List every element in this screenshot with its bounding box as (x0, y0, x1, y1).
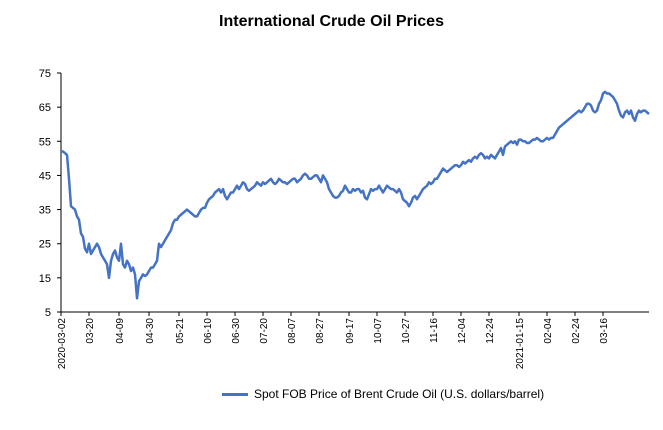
x-tick-label: 04-30 (145, 318, 156, 344)
x-tick-label: 02-04 (543, 318, 554, 344)
x-tick-label: 02-24 (571, 318, 582, 344)
x-tick-label: 07-20 (259, 318, 270, 344)
y-tick-label: 35 (39, 205, 51, 217)
chart-title: International Crude Oil Prices (219, 13, 444, 30)
x-tick-label: 08-27 (315, 318, 326, 344)
x-tick-label: 06-10 (203, 318, 214, 344)
x-tick-label: 06-30 (231, 318, 242, 344)
y-tick-label: 25 (39, 239, 51, 251)
x-tick-label: 10-07 (373, 318, 384, 344)
y-tick-label: 65 (39, 102, 51, 114)
y-tick-label: 5 (45, 307, 51, 319)
y-tick-label: 55 (39, 136, 51, 148)
x-tick-label: 11-16 (429, 318, 440, 343)
series-line (61, 90, 650, 300)
x-tick-label: 10-27 (401, 318, 412, 344)
legend-label: Spot FOB Price of Brent Crude Oil (U.S. … (254, 387, 545, 401)
x-tick-label: 09-17 (345, 318, 356, 344)
legend-swatch (222, 392, 248, 396)
x-tick-label: 08-07 (287, 318, 298, 344)
x-tick-label: 2020-03-02 (57, 318, 68, 370)
x-tick-label: 12-04 (457, 318, 468, 344)
x-tick-label: 12-24 (485, 318, 496, 344)
x-tick-label: 03-20 (85, 318, 96, 344)
x-tick-label: 04-09 (115, 318, 126, 344)
x-tick-label: 03-16 (599, 318, 610, 344)
legend: Spot FOB Price of Brent Crude Oil (U.S. … (222, 386, 544, 402)
y-tick-label: 45 (39, 170, 51, 182)
x-tick-label: 05-21 (175, 318, 186, 344)
y-tick-label: 15 (39, 273, 51, 285)
x-tick-label: 2021-01-15 (515, 318, 526, 370)
y-tick-label: 75 (39, 68, 51, 80)
